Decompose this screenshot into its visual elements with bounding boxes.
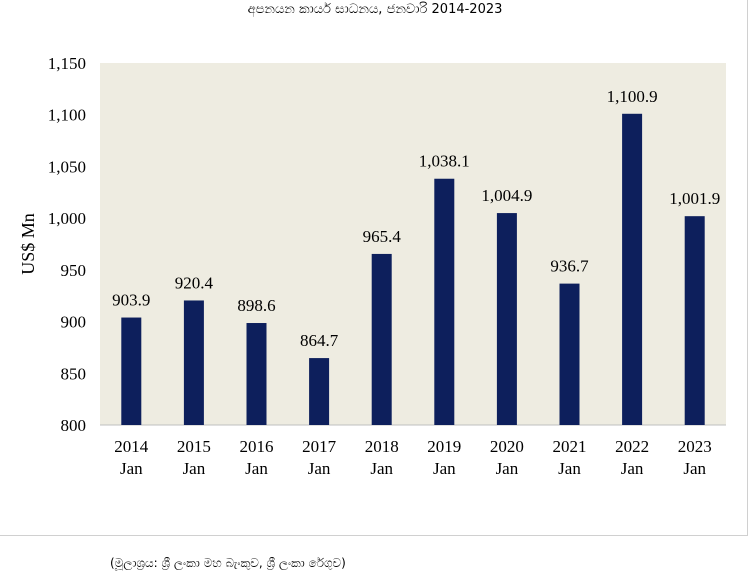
x-tick-labels: 2014 Jan 2015 Jan 2016 Jan 2017 Jan 2018 Jan 2019 J… xyxy=(114,437,711,478)
y-tick-label: 800 xyxy=(61,416,87,435)
x-tick-label-year: 2022 xyxy=(615,437,649,456)
x-tick-label-year: 2021 xyxy=(553,437,587,456)
plot-area xyxy=(100,63,726,425)
x-tick-label-month: Jan xyxy=(245,459,268,478)
data-label: 1,100.9 xyxy=(607,87,658,106)
data-label: 903.9 xyxy=(112,291,150,310)
x-tick-label-year: 2023 xyxy=(678,437,712,456)
source-note: (මූලාශ්‍රය: ශ්‍රී ලංකා මහ බැංකුව, ශ්‍රී … xyxy=(110,556,346,570)
bar xyxy=(246,323,267,425)
data-label: 1,038.1 xyxy=(419,152,470,171)
bar xyxy=(684,216,705,425)
bars xyxy=(121,113,705,425)
y-tick-label: 1,100 xyxy=(48,106,86,125)
x-tick-label-year: 2018 xyxy=(365,437,399,456)
value-labels: 903.9 920.4 898.6 864.7 965.4 1,038.1 1,004.9 9… xyxy=(112,87,720,350)
x-tick-label-month: Jan xyxy=(433,459,456,478)
x-tick-label-year: 2017 xyxy=(302,437,337,456)
data-label: 965.4 xyxy=(363,227,402,246)
data-label: 864.7 xyxy=(300,331,339,350)
x-tick-label-year: 2020 xyxy=(490,437,524,456)
x-tick-label-month: Jan xyxy=(558,459,581,478)
y-tick-label: 950 xyxy=(61,261,87,280)
x-tick-label-month: Jan xyxy=(120,459,143,478)
y-tick-labels: 800 850 900 950 1,000 1,050 1,100 1,150 xyxy=(48,54,86,435)
x-tick-label-year: 2015 xyxy=(177,437,211,456)
chart-frame xyxy=(0,0,748,536)
y-tick-label: 1,150 xyxy=(48,54,86,73)
bar xyxy=(559,283,580,425)
y-tick-label: 850 xyxy=(61,364,87,383)
bar xyxy=(121,317,142,425)
data-label: 1,001.9 xyxy=(669,189,720,208)
data-label: 898.6 xyxy=(237,296,275,315)
x-tick-label-month: Jan xyxy=(308,459,331,478)
x-tick-label-year: 2014 xyxy=(114,437,149,456)
y-tick-label: 1,050 xyxy=(48,157,86,176)
bar xyxy=(622,113,643,425)
y-tick-label: 900 xyxy=(61,313,87,332)
x-tick-label-month: Jan xyxy=(370,459,393,478)
bar xyxy=(183,300,204,425)
bar xyxy=(309,358,330,425)
bar-chart: US$ Mn 8008509009501,0001,0501,1001,150 … xyxy=(18,54,726,478)
x-tick-label-year: 2019 xyxy=(427,437,461,456)
chart-title: අපනයන කාර්ය සාධනය, ජනවාරි 2014-2023 xyxy=(247,2,503,17)
x-tick-label-year: 2016 xyxy=(240,437,274,456)
data-label: 920.4 xyxy=(175,273,214,292)
y-tick-label: 1,000 xyxy=(48,209,86,228)
data-label: 936.7 xyxy=(550,257,589,276)
bar xyxy=(371,253,392,425)
x-tick-label-month: Jan xyxy=(496,459,519,478)
data-label: 1,004.9 xyxy=(481,186,532,205)
bar xyxy=(496,213,517,425)
y-axis-label: US$ Mn xyxy=(18,213,38,275)
x-tick-label-month: Jan xyxy=(683,459,706,478)
bar xyxy=(434,178,455,425)
x-tick-label-month: Jan xyxy=(183,459,206,478)
x-tick-label-month: Jan xyxy=(621,459,644,478)
